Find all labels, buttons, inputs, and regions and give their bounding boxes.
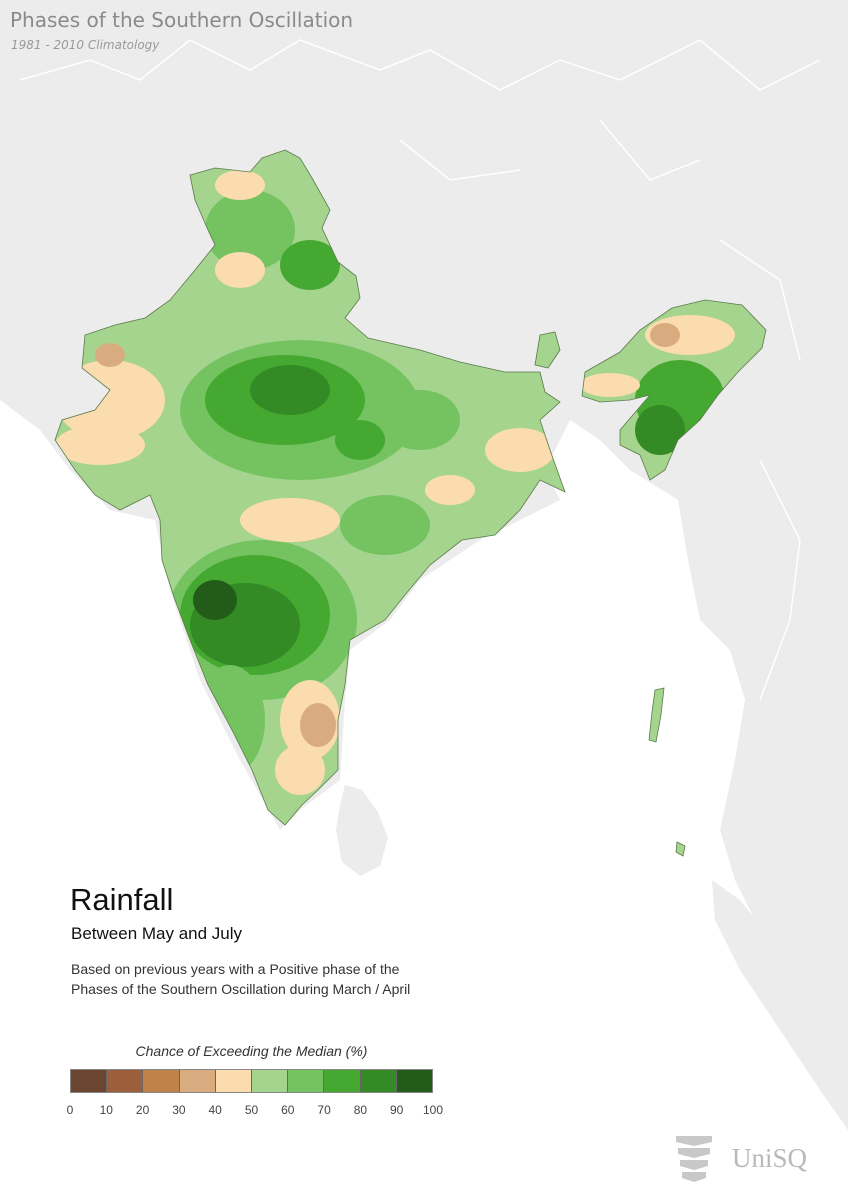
unisq-logo-icon bbox=[676, 1136, 712, 1182]
legend-swatch bbox=[324, 1070, 361, 1092]
borders bbox=[19, 39, 821, 701]
legend-tick-label: 60 bbox=[281, 1103, 295, 1117]
legend-tick-label: 50 bbox=[244, 1103, 259, 1117]
legend-swatch bbox=[360, 1070, 397, 1092]
logo-text: UniSQ bbox=[732, 1143, 808, 1173]
legend-swatch bbox=[252, 1070, 289, 1092]
legend-swatch bbox=[288, 1070, 325, 1092]
legend-tick-label: 80 bbox=[353, 1103, 368, 1117]
period-heading: Between May and July bbox=[71, 924, 243, 943]
legend-swatch bbox=[143, 1070, 180, 1092]
legend-color-bar bbox=[70, 1069, 433, 1093]
legend-swatch bbox=[71, 1070, 108, 1092]
description: Based on previous years with a Positive … bbox=[71, 959, 491, 999]
legend-tick-label: 40 bbox=[208, 1103, 222, 1117]
legend-tick-label: 10 bbox=[99, 1103, 113, 1117]
legend-swatch bbox=[396, 1070, 433, 1092]
legend-tick-label: 100 bbox=[422, 1103, 444, 1117]
legend-tick-label: 70 bbox=[317, 1103, 331, 1117]
sri-lanka bbox=[336, 785, 388, 876]
legend-swatch bbox=[215, 1070, 253, 1092]
description-line-1: Based on previous years with a Positive … bbox=[71, 961, 400, 977]
legend-tick-label: 20 bbox=[135, 1103, 150, 1117]
variable-heading: Rainfall bbox=[70, 882, 174, 917]
legend-tick-label: 0 bbox=[66, 1103, 74, 1117]
legend-tick-label: 90 bbox=[390, 1103, 404, 1117]
sumatra bbox=[712, 880, 848, 1130]
page-subtitle: 1981 - 2010 Climatology bbox=[11, 38, 160, 52]
india-outline bbox=[54, 149, 767, 857]
page-title: Phases of the Southern Oscillation bbox=[10, 8, 354, 32]
legend-swatch bbox=[107, 1070, 144, 1092]
legend-ticks: 0 10 20 30 40 50 60 70 80 90 100 bbox=[66, 1103, 443, 1119]
legend-title: Chance of Exceeding the Median (%) bbox=[135, 1043, 368, 1059]
legend-swatch bbox=[179, 1070, 216, 1092]
legend-tick-label: 30 bbox=[172, 1103, 186, 1117]
description-line-2: Phases of the Southern Oscillation durin… bbox=[71, 981, 411, 997]
